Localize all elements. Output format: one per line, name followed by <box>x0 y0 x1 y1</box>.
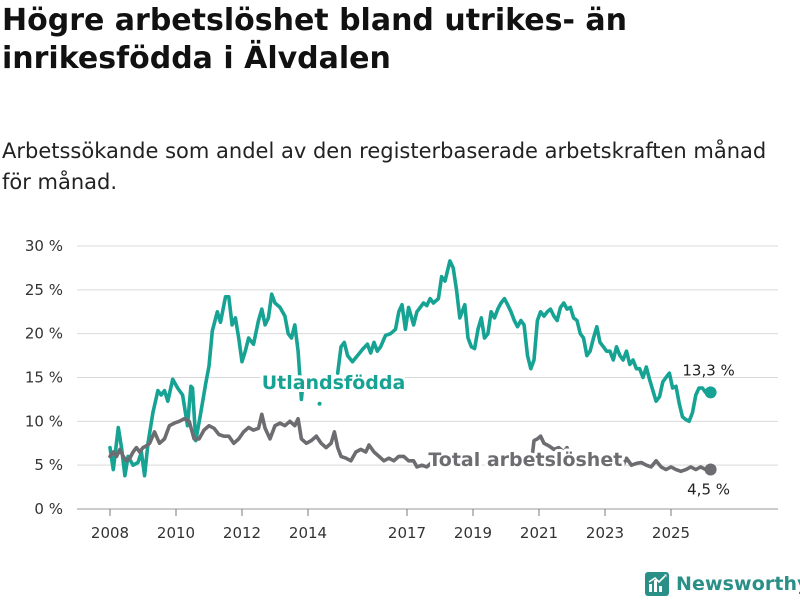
series-line-total-arbetslöshet <box>596 456 713 474</box>
x-tick-label: 2014 <box>289 524 327 542</box>
end-marker-total-arbetslöshet <box>704 463 717 476</box>
y-tick-label: 0 % <box>34 500 63 518</box>
newsworthy-logo-icon <box>645 572 669 596</box>
series-label-utlandsfödda: Utlandsfödda <box>262 372 406 394</box>
x-tick-label: 2023 <box>586 524 624 542</box>
series-line-utlandsfödda <box>335 259 713 424</box>
x-tick-label: 2017 <box>388 524 426 542</box>
series-line-utlandsfödda <box>108 292 305 478</box>
x-tick-label: 2012 <box>223 524 261 542</box>
series-point-utlandsfödda <box>317 401 322 406</box>
x-tick-label: 2021 <box>520 524 558 542</box>
y-tick-label: 5 % <box>34 456 63 474</box>
x-tick-label: 2008 <box>91 524 129 542</box>
end-marker-utlandsfödda <box>704 386 717 399</box>
y-tick-label: 30 % <box>25 237 63 255</box>
end-value-label: 4,5 % <box>687 481 730 499</box>
series-line-total-arbetslöshet <box>530 434 573 459</box>
y-tick-label: 20 % <box>25 325 63 343</box>
end-value-label: 13,3 % <box>682 361 734 379</box>
series-label-total-arbetslöshet: Total arbetslöshet <box>428 449 622 471</box>
x-tick-label: 2025 <box>652 524 690 542</box>
x-tick-label: 2010 <box>157 524 195 542</box>
chart-title: Högre arbetslöshet bland utrikes- än inr… <box>2 3 627 76</box>
series-line-total-arbetslöshet <box>108 412 441 469</box>
brand-name: Newsworthy <box>676 573 800 595</box>
chart-subtitle: Arbetssökande som andel av den registerb… <box>2 139 767 194</box>
y-tick-label: 15 % <box>25 369 63 387</box>
brand-logo: Newsworthy <box>645 570 800 598</box>
x-tick-label: 2019 <box>454 524 492 542</box>
y-tick-label: 25 % <box>25 281 63 299</box>
y-tick-label: 10 % <box>25 412 63 430</box>
